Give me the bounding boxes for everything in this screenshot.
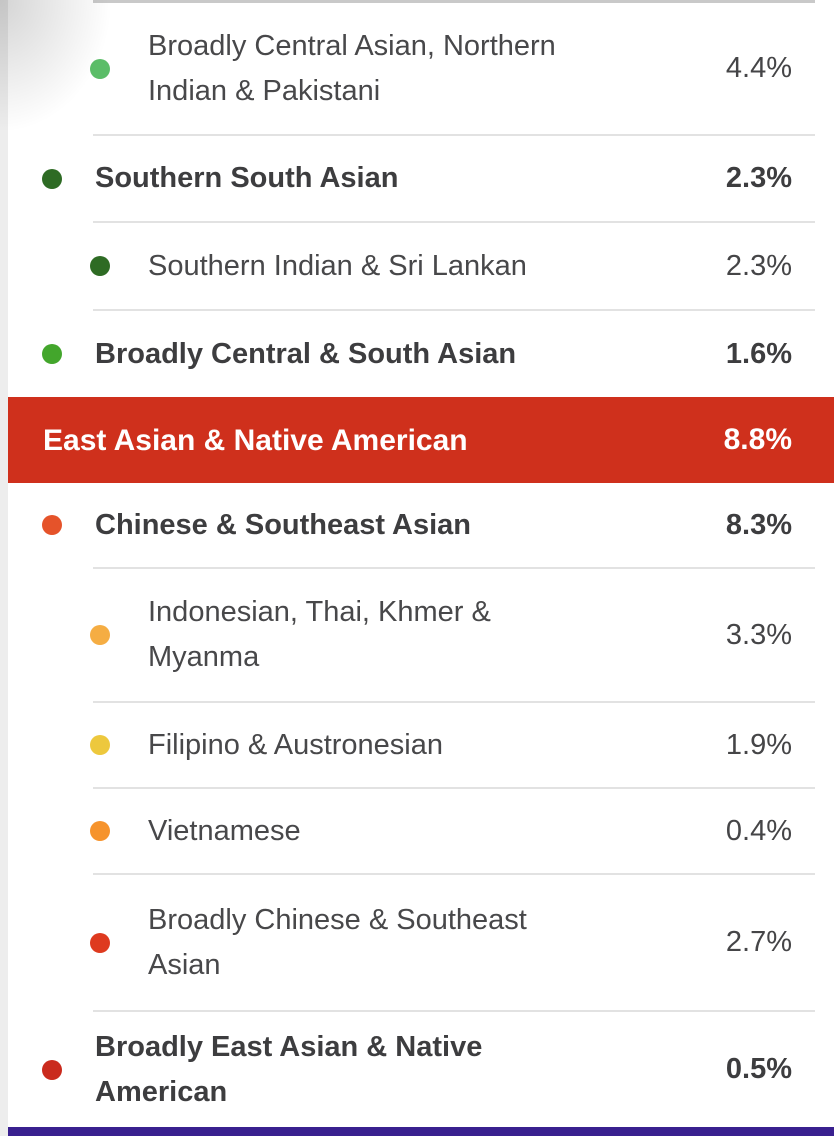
row-divider: [93, 787, 815, 789]
population-color-dot: [90, 735, 110, 755]
ancestry-composition-list: Broadly Central Asian, Northern Indian & …: [8, 0, 834, 1136]
population-label: Southern Indian & Sri Lankan: [148, 249, 527, 282]
population-percentage: 2.3%: [725, 249, 792, 282]
ancestry-row-broadly-east-asian-native-american[interactable]: Broadly East Asian & Native American 0.5%: [8, 1012, 834, 1127]
ancestry-row-southern-indian-sri-lankan[interactable]: Southern Indian & Sri Lankan 2.3%: [8, 223, 834, 309]
population-color-dot: [90, 932, 110, 953]
population-label: Broadly East Asian & Native American: [95, 1030, 483, 1108]
population-color-dot: [42, 344, 62, 364]
ancestry-row-broadly-central-asian-northern-indian-pakistani[interactable]: Broadly Central Asian, Northern Indian & …: [8, 3, 834, 134]
population-percentage: 1.6%: [725, 337, 792, 370]
population-color-dot: [42, 515, 62, 535]
ancestry-row-vietnamese[interactable]: Vietnamese 0.4%: [8, 789, 834, 873]
population-label: Broadly Central Asian, Northern Indian & …: [148, 29, 556, 107]
next-section-header-edge[interactable]: [8, 1127, 834, 1136]
population-color-dot: [90, 821, 110, 841]
section-header-percentage: 8.8%: [723, 423, 792, 456]
population-percentage: 2.3%: [725, 162, 792, 194]
ancestry-row-chinese-southeast-asian[interactable]: Chinese & Southeast Asian 8.3%: [8, 483, 834, 567]
row-divider: [93, 1010, 815, 1012]
population-label: Broadly Central & South Asian: [95, 337, 517, 370]
row-divider: [93, 134, 815, 136]
population-color-dot: [42, 1059, 62, 1080]
population-label: Broadly Chinese & Southeast Asian: [148, 903, 527, 981]
population-color-dot: [90, 625, 110, 645]
section-header-label: East Asian & Native American: [43, 423, 468, 457]
population-label: Filipino & Austronesian: [148, 728, 443, 761]
section-header-east-asian-native-american[interactable]: East Asian & Native American 8.8%: [8, 397, 834, 483]
population-color-dot: [90, 256, 110, 276]
row-divider: [93, 701, 815, 703]
population-percentage: 4.4%: [725, 52, 792, 84]
row-divider: [93, 221, 815, 223]
population-percentage: 0.4%: [725, 814, 792, 847]
population-label: Chinese & Southeast Asian: [95, 508, 472, 541]
population-percentage: 2.7%: [725, 926, 792, 958]
population-label: Southern South Asian: [95, 162, 399, 194]
population-label: Indonesian, Thai, Khmer & Myanma: [148, 596, 491, 673]
ancestry-row-filipino-austronesian[interactable]: Filipino & Austronesian 1.9%: [8, 703, 834, 787]
population-label: Vietnamese: [148, 814, 301, 847]
population-percentage: 0.5%: [725, 1053, 792, 1085]
population-percentage: 8.3%: [725, 508, 792, 541]
population-percentage: 1.9%: [725, 728, 792, 761]
population-color-dot: [90, 58, 110, 79]
ancestry-row-broadly-central-south-asian[interactable]: Broadly Central & South Asian 1.6%: [8, 311, 834, 397]
ancestry-row-indonesian-thai-khmer-myanma[interactable]: Indonesian, Thai, Khmer & Myanma 3.3%: [8, 569, 834, 701]
ancestry-row-broadly-chinese-southeast-asian[interactable]: Broadly Chinese & Southeast Asian 2.7%: [8, 875, 834, 1010]
ancestry-row-southern-south-asian[interactable]: Southern South Asian 2.3%: [8, 136, 834, 221]
row-divider: [93, 873, 815, 875]
row-divider: [93, 309, 815, 311]
population-percentage: 3.3%: [725, 618, 792, 651]
row-divider: [93, 0, 815, 3]
left-gutter: [0, 0, 8, 1136]
row-divider: [93, 567, 815, 569]
population-color-dot: [42, 168, 62, 189]
